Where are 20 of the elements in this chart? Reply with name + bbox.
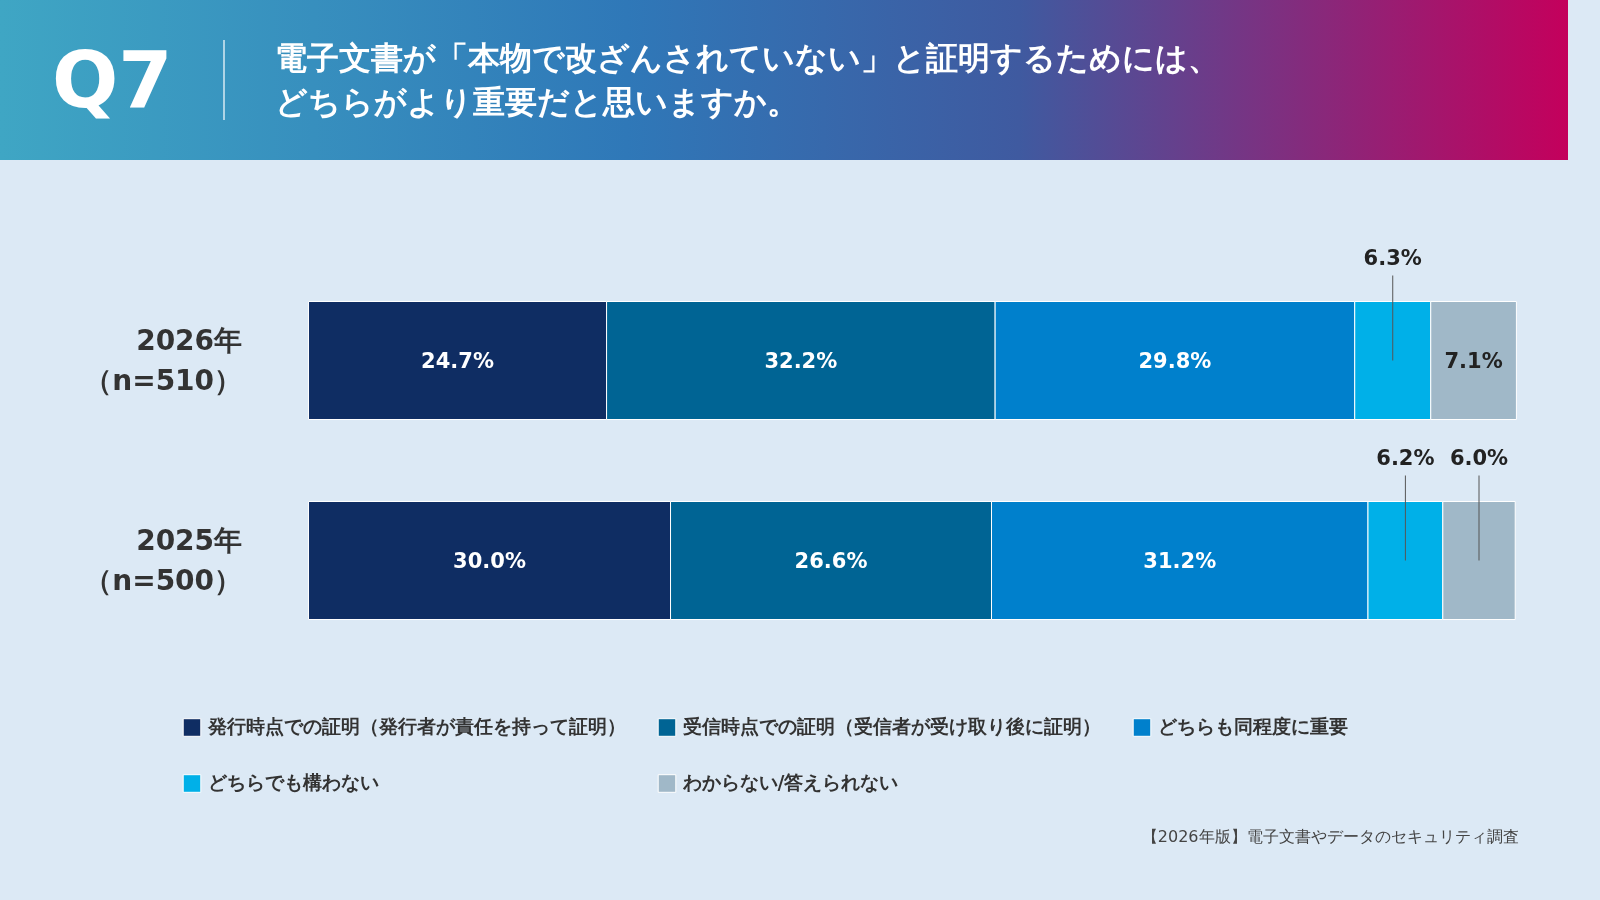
data-label: 26.6% — [794, 548, 868, 573]
data-label: 7.1% — [1444, 348, 1503, 373]
data-label: 6.2% — [1376, 445, 1435, 470]
legend-label: 受信時点での証明（受信者が受け取り後に証明） — [682, 714, 1101, 739]
data-label: 32.2% — [764, 348, 838, 373]
data-label: 30.0% — [453, 548, 526, 573]
data-label: 24.7% — [421, 348, 494, 373]
data-label: 6.0% — [1449, 445, 1509, 470]
y-tick-label: 2026年（n=510） — [84, 324, 243, 397]
legend-label: わからない/答えられない — [682, 770, 899, 795]
data-label: 31.2% — [1143, 548, 1217, 573]
data-label: 29.8% — [1138, 348, 1212, 373]
legend-label: どちらでも構わない — [207, 770, 379, 795]
y-tick-label: 2025年（n=500） — [84, 524, 243, 597]
data-label: 6.3% — [1363, 245, 1422, 270]
legend-label: 発行時点での証明（発行者が責任を持って証明） — [207, 714, 626, 739]
legend-label: どちらも同程度に重要 — [1157, 714, 1348, 739]
chart-subtitle: 電子文書が「本物で改ざんされていない」と証明するためには、どちらがより重要だと思いますか。 — [273, 38, 1220, 123]
chart-title: Q7 — [51, 35, 174, 125]
text: 【2026年版】電子文書やデータのセキュリティ調査 — [1141, 826, 1519, 846]
